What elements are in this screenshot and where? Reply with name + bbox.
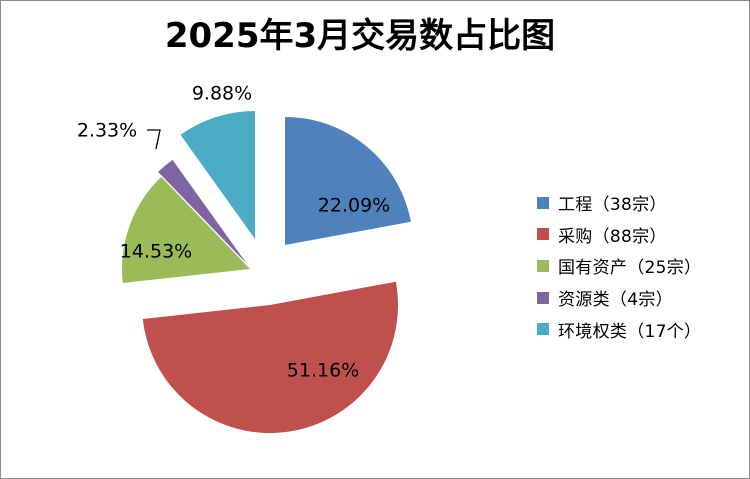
chart-title: 2025年3月交易数占比图 [164, 16, 556, 56]
pie-slice-caigou [142, 281, 399, 434]
legend-swatch-gongcheng [537, 196, 549, 209]
legend-label-huanjingquanlei: 环境权类（17个） [558, 321, 702, 342]
legend-swatch-guoyouzichan [537, 259, 549, 272]
data-label-ziyuanlei: 2.33% [77, 120, 137, 142]
legend-item-gongcheng: 工程（38宗） [537, 187, 701, 219]
legend-item-huanjingquanlei: 环境权类（17个） [537, 313, 701, 345]
pie-slice-gongcheng [285, 117, 411, 245]
leader-line-ziyuanlei [147, 129, 161, 150]
legend-label-ziyuanlei: 资源类（4宗） [558, 290, 673, 311]
data-label-caigou: 51.16% [287, 360, 359, 382]
legend-item-guoyouzichan: 国有资产（25宗） [537, 250, 701, 282]
legend-swatch-caigou [537, 228, 549, 241]
data-label-guoyouzichan: 14.53% [120, 241, 192, 263]
legend-swatch-ziyuanlei [537, 291, 549, 304]
data-label-gongcheng: 22.09% [318, 195, 390, 217]
pie-slice-ziyuanlei [158, 159, 247, 264]
legend-item-ziyuanlei: 资源类（4宗） [537, 282, 701, 314]
pie-slice-guoyouzichan [122, 176, 250, 283]
legend-swatch-huanjingquanlei [537, 323, 549, 336]
legend-label-caigou: 采购（88宗） [558, 226, 667, 247]
legend: 工程（38宗） 采购（88宗） 国有资产（25宗） 资源类（4宗） 环境权类（1… [537, 187, 701, 345]
data-label-huanjingquanlei: 9.88% [192, 83, 252, 105]
pie-slice-huanjingquanlei [180, 111, 255, 239]
legend-item-caigou: 采购（88宗） [537, 219, 701, 251]
legend-label-guoyouzichan: 国有资产（25宗） [558, 258, 702, 279]
legend-label-gongcheng: 工程（38宗） [558, 195, 667, 216]
